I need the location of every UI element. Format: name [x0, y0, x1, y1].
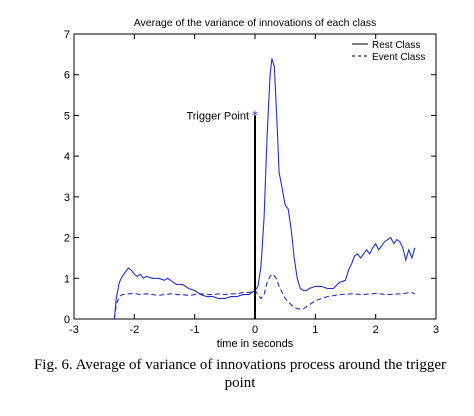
- y-tick-label: 1: [64, 273, 70, 285]
- y-tick-label: 0: [64, 314, 70, 326]
- trigger-marker: *: [252, 108, 258, 122]
- x-tick-label: -1: [190, 324, 200, 336]
- x-tick-label: 2: [373, 324, 379, 336]
- series-rest-class: [113, 58, 416, 320]
- x-tick-label: 1: [312, 324, 318, 336]
- x-tick-label: -2: [129, 324, 139, 336]
- y-tick-label: 3: [64, 192, 70, 204]
- y-tick-label: 5: [64, 110, 70, 122]
- legend-label: Event Class: [372, 52, 425, 63]
- trigger-annotation: *Trigger Point: [186, 108, 258, 319]
- trigger-label: Trigger Point: [186, 110, 249, 122]
- x-tick-label: -3: [69, 324, 79, 336]
- x-tick-label: 0: [252, 324, 258, 336]
- y-tick-label: 2: [64, 233, 70, 245]
- series-layer: [113, 58, 416, 320]
- x-axis: -3 -2 -1 0 1 2 3: [69, 34, 439, 336]
- y-axis: 0 1 2 3 4 5 6 7: [64, 29, 436, 326]
- series-event-class: [113, 273, 416, 320]
- line-chart: Average of the variance of innovations o…: [64, 17, 439, 350]
- y-tick-label: 7: [64, 29, 70, 41]
- figure-caption: Fig. 6. Average of variance of innovatio…: [33, 357, 447, 391]
- legend-label: Rest Class: [372, 40, 420, 51]
- chart-title: Average of the variance of innovations o…: [134, 17, 377, 29]
- y-tick-label: 6: [64, 70, 70, 82]
- y-tick-label: 4: [64, 151, 70, 163]
- x-axis-label: time in seconds: [217, 338, 294, 350]
- x-tick-label: 3: [433, 324, 439, 336]
